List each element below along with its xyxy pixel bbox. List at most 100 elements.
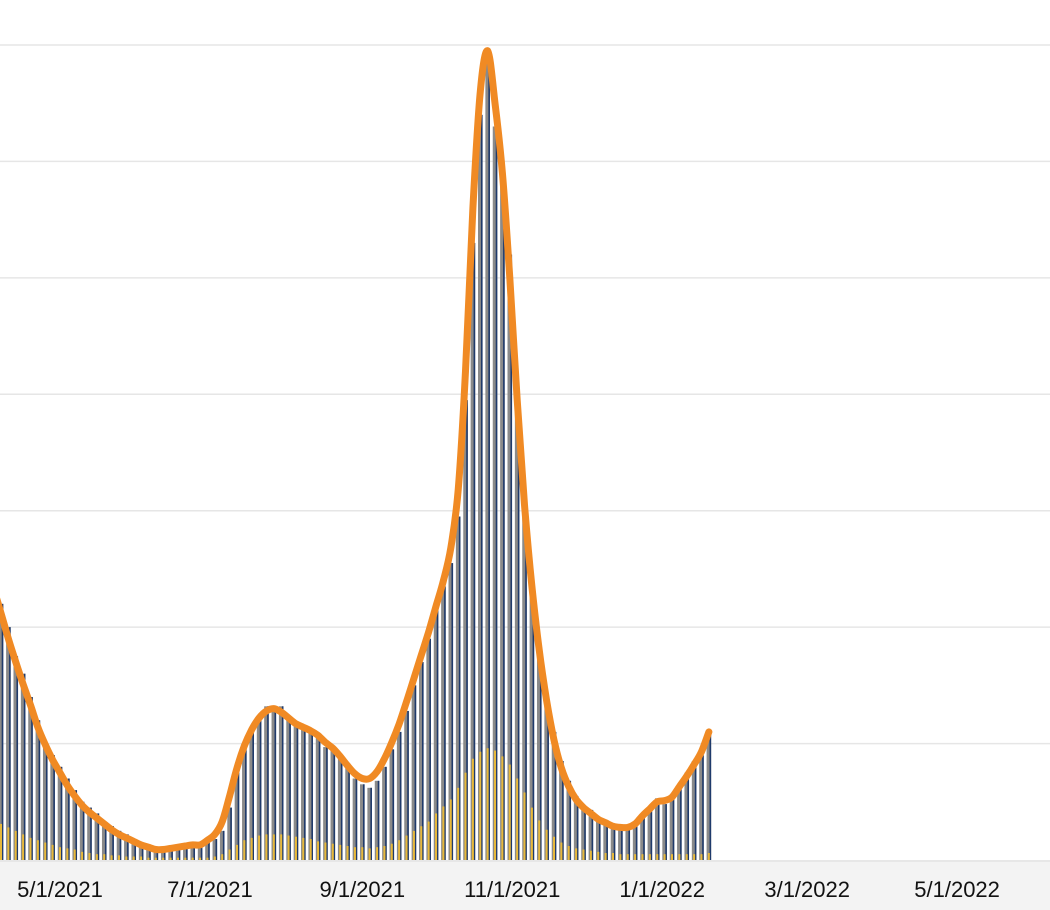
bar-total <box>669 799 675 860</box>
x-tick-label: 11/1/2021 <box>464 877 560 902</box>
bar-subset <box>51 844 54 860</box>
bar-total-edge <box>362 784 365 860</box>
bar-total-edge <box>510 254 513 861</box>
bar-total <box>426 638 431 860</box>
bar-subset <box>309 839 312 860</box>
bar-total <box>264 706 269 860</box>
bar-total <box>205 842 210 860</box>
bar-total-edge <box>304 729 306 860</box>
bar-total-edge <box>311 731 313 860</box>
bar-total <box>308 731 313 860</box>
bar-subset <box>368 848 371 860</box>
bar-total <box>293 726 299 860</box>
x-tick-label: 3/1/2022 <box>764 877 850 902</box>
bar-subset <box>390 843 393 860</box>
bar-total-edge <box>289 717 291 860</box>
bar-total-edge <box>488 56 490 860</box>
bar-subset <box>457 787 460 860</box>
bar-total <box>249 729 254 860</box>
bar-total-edge <box>75 790 78 860</box>
bar-total <box>536 650 542 860</box>
bar-subset <box>464 772 467 860</box>
bar-total <box>507 254 513 861</box>
bar-total <box>588 809 594 860</box>
bar-subset <box>265 834 268 860</box>
bar-total-edge <box>672 799 675 860</box>
bar-subset <box>538 820 541 860</box>
bar-total-edge <box>473 242 476 860</box>
bar-subset <box>545 829 548 860</box>
bar-total-edge <box>480 114 483 861</box>
bar-total <box>367 787 372 860</box>
bar-total <box>382 766 387 860</box>
bar-total-edge <box>1 603 4 860</box>
bar-total <box>559 761 564 860</box>
bar-total-edge <box>156 850 159 860</box>
bar-total <box>352 778 358 860</box>
x-tick-label: 5/1/2022 <box>914 877 1000 902</box>
bar-subset <box>634 854 637 860</box>
bar-total <box>153 850 159 860</box>
bar-subset <box>213 856 216 860</box>
bar-subset <box>442 806 445 860</box>
bar-total <box>360 784 365 860</box>
bar-subset <box>361 847 364 860</box>
bar-subset <box>110 855 113 860</box>
bar-total <box>6 627 11 860</box>
bar-total <box>522 510 527 860</box>
bar-subset <box>176 857 179 860</box>
x-tick-label: 9/1/2021 <box>319 877 405 902</box>
bar-total <box>625 828 631 860</box>
bar-total-edge <box>127 834 129 860</box>
bar-total <box>190 846 196 860</box>
bar-total-edge <box>259 717 262 860</box>
bar-total-edge <box>281 706 284 860</box>
bar-subset <box>353 847 356 860</box>
bar-total <box>618 827 623 860</box>
bar-total-edge <box>186 847 188 860</box>
bar-total-edge <box>134 839 137 860</box>
bar-subset <box>398 840 401 860</box>
bar-total <box>433 609 439 860</box>
bar-subset <box>449 799 452 860</box>
bar-total-edge <box>569 780 572 860</box>
bar-total <box>396 731 402 860</box>
bar-subset <box>272 834 275 860</box>
bar-total-edge <box>348 766 350 860</box>
bar-total <box>116 830 122 860</box>
bar-total <box>337 757 343 860</box>
bar-subset <box>656 854 659 860</box>
bar-total-edge <box>208 842 210 860</box>
bar-total-edge <box>392 749 395 860</box>
bar-subset <box>169 857 172 860</box>
bar-subset <box>294 836 297 860</box>
bar-subset <box>280 834 283 860</box>
bar-total-edge <box>119 830 122 860</box>
bar-total-edge <box>606 822 608 860</box>
bar-subset <box>663 854 666 860</box>
bar-subset <box>508 764 511 860</box>
bar-subset <box>427 821 430 860</box>
bar-total-edge <box>554 731 557 860</box>
bar-total <box>640 813 645 860</box>
bar-subset <box>36 840 39 860</box>
bar-total-edge <box>436 609 439 860</box>
bar-total <box>581 805 586 860</box>
bar-subset <box>95 854 98 860</box>
bar-subset <box>685 854 688 860</box>
bar-total-edge <box>517 405 520 860</box>
bar-subset <box>339 844 342 860</box>
bar-subset <box>29 837 32 860</box>
bar-total <box>529 592 535 860</box>
bar-subset <box>553 836 556 860</box>
bar-total <box>603 822 608 860</box>
bar-total-edge <box>326 747 328 860</box>
bar-subset <box>648 854 651 860</box>
bar-total-edge <box>539 650 542 860</box>
bar-subset <box>221 854 224 860</box>
bar-subset <box>235 844 238 860</box>
x-axis-ticks: 5/1/2021 7/1/2021 9/1/2021 11/1/2021 1/1/202… <box>17 877 1000 902</box>
x-tick-label: 1/1/2022 <box>619 877 705 902</box>
bar-total <box>330 749 336 860</box>
